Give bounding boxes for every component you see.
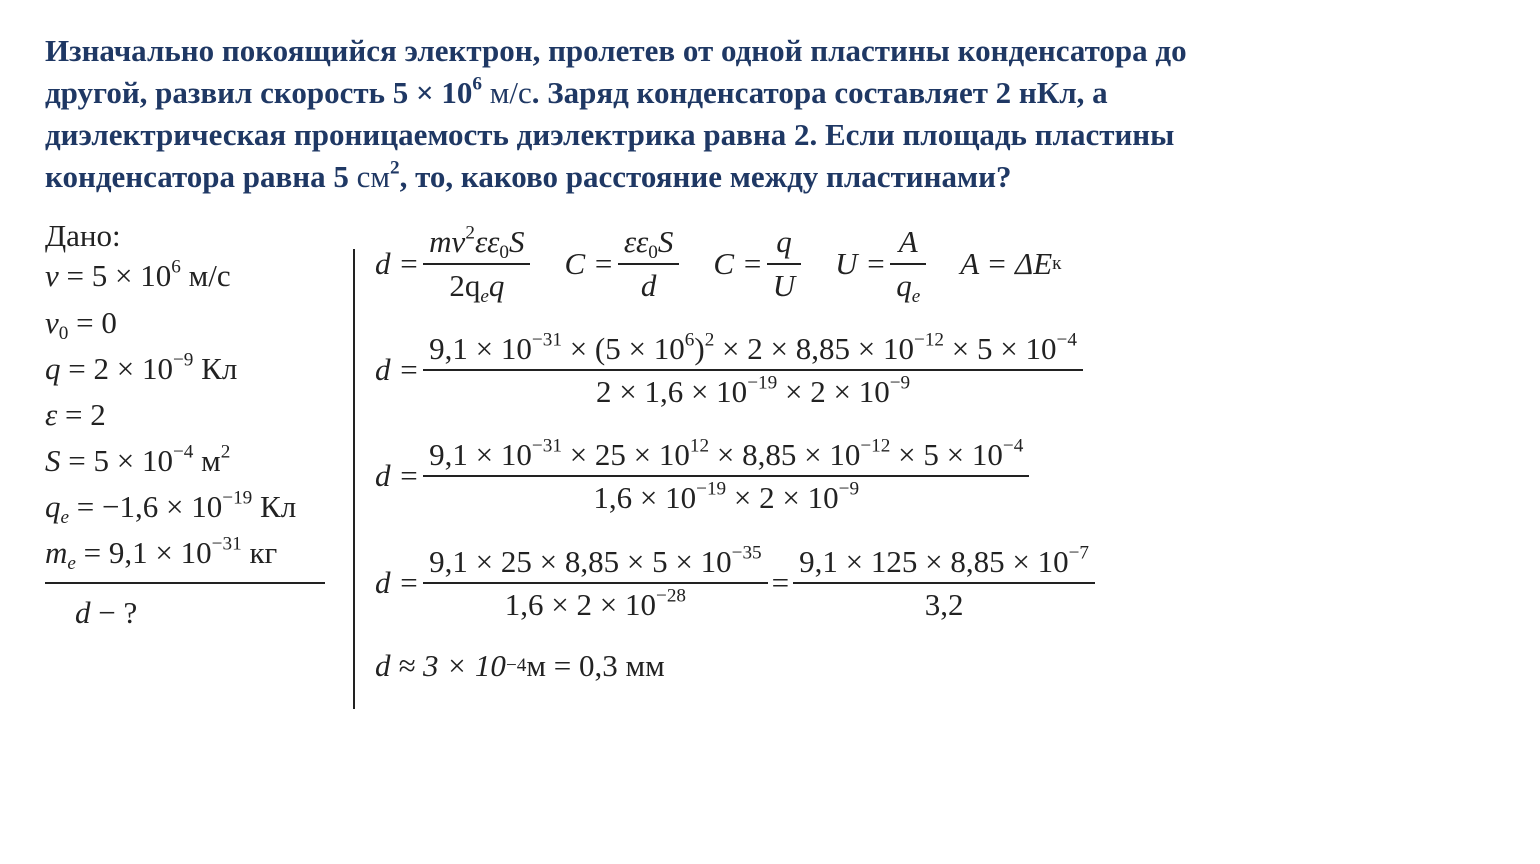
problem-S-unit-exp: 2 [390, 157, 400, 178]
given-label: Дано: [45, 219, 345, 253]
problem-v-unit: м/с [482, 75, 532, 110]
find-d: d − ? [45, 590, 345, 630]
frac-d: mv2εε0S 2qeq [423, 223, 530, 303]
working-column: d = mv2εε0S 2qeq C = [355, 219, 1495, 709]
given-column: Дано: v = 5 × 106 м/с v0 = 0 q = 2 × 10−… [45, 219, 353, 630]
solution-body: Дано: v = 5 × 106 м/с v0 = 0 q = 2 × 10−… [45, 219, 1495, 809]
physics-solution-slide: Изначально покоящийся электрон, пролетев… [0, 0, 1540, 839]
problem-statement: Изначально покоящийся электрон, пролетев… [45, 30, 1495, 197]
problem-line3: диэлектрическая проницаемость диэлектрик… [45, 117, 1174, 152]
formula-d: d = mv2εε0S 2qeq [375, 223, 534, 303]
frac-C1: εε0S d [618, 223, 680, 303]
given-S: S = 5 × 10−4 м2 [45, 444, 345, 478]
frac-C2: q U [767, 223, 801, 303]
problem-S-unit-base: см [357, 159, 390, 194]
problem-line2b: . Заряд конденсатора составляет 2 нКл, а [532, 75, 1108, 110]
formula-C2: C = q U [713, 223, 805, 303]
problem-v-coeff: 5 × 10 [393, 75, 473, 110]
given-v0: v0 = 0 [45, 306, 345, 340]
problem-line4a: конденсатора равна 5 [45, 159, 357, 194]
given-q: q = 2 × 10−9 Кл [45, 352, 345, 386]
problem-line2a: другой, развил скорость [45, 75, 393, 110]
calc-step-2: d = 9,1 × 10−31 × 25 × 1012 × 8,85 × 10−… [375, 436, 1495, 516]
problem-v-exp: 6 [472, 73, 482, 94]
frac-step1: 9,1 × 10−31 × (5 × 106)2 × 2 × 8,85 × 10… [423, 330, 1083, 410]
frac-step3b: 9,1 × 125 × 8,85 × 10−7 3,2 [793, 543, 1095, 623]
given-rule [45, 582, 325, 584]
formula-row: d = mv2εε0S 2qeq C = [375, 223, 1495, 303]
calc-step-1: d = 9,1 × 10−31 × (5 × 106)2 × 2 × 8,85 … [375, 330, 1495, 410]
given-v: v = 5 × 106 м/с [45, 259, 345, 293]
formula-A: A = ΔEк [960, 247, 1061, 281]
given-qe: qe = −1,6 × 10−19 Кл [45, 490, 345, 524]
problem-line1: Изначально покоящийся электрон, пролетев… [45, 33, 1187, 68]
formula-U: U = A qe [835, 223, 930, 303]
frac-step2: 9,1 × 10−31 × 25 × 1012 × 8,85 × 10−12 ×… [423, 436, 1029, 516]
calc-answer: d ≈ 3 × 10−4 м = 0,3 мм [375, 649, 1495, 683]
formula-C1: C = εε0S d [564, 223, 683, 303]
calc-step-3: d = 9,1 × 25 × 8,85 × 5 × 10−35 1,6 × 2 … [375, 543, 1495, 623]
given-eps: ε = 2 [45, 398, 345, 432]
frac-U: A qe [890, 223, 926, 303]
problem-line4b: , то, каково расстояние между пластинами… [400, 159, 1012, 194]
given-me: me = 9,1 × 10−31 кг [45, 536, 345, 570]
frac-step3a: 9,1 × 25 × 8,85 × 5 × 10−35 1,6 × 2 × 10… [423, 543, 767, 623]
